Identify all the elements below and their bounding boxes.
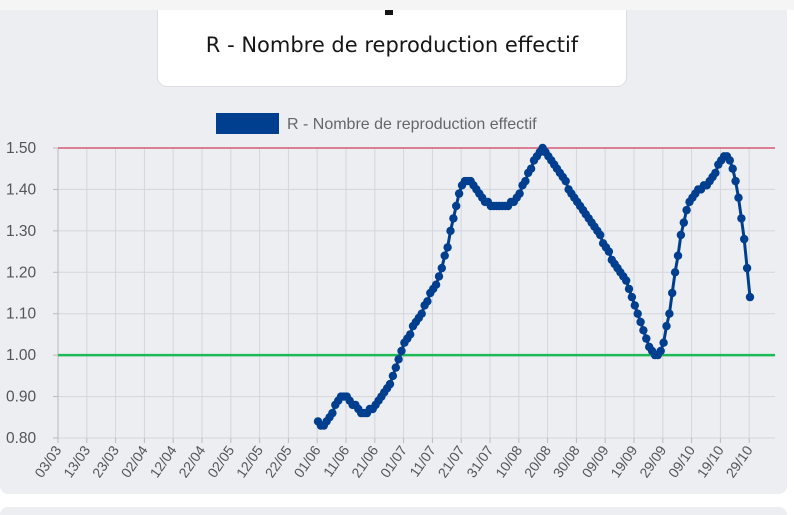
data-point[interactable] [734, 193, 743, 202]
data-point[interactable] [676, 230, 686, 240]
x-tick-label: 02/05 [204, 442, 237, 480]
data-point[interactable] [728, 164, 737, 173]
x-tick-label: 19/10 [694, 442, 727, 480]
data-point[interactable] [596, 230, 605, 240]
data-point[interactable] [737, 214, 746, 223]
next-card [0, 507, 787, 515]
data-point[interactable] [633, 309, 642, 318]
x-tick-label: 31/07 [463, 442, 496, 480]
x-tick-label: 20/08 [521, 442, 554, 480]
x-tick-label: 12/05 [233, 442, 266, 480]
x-tick-label: 09/09 [578, 442, 611, 480]
data-point[interactable] [662, 321, 671, 331]
data-point[interactable] [397, 346, 406, 356]
x-tick-label: 30/08 [550, 442, 583, 480]
data-point[interactable] [604, 247, 614, 256]
data-point[interactable] [636, 317, 645, 327]
data-point[interactable] [443, 243, 452, 252]
data-point[interactable] [515, 189, 524, 198]
data-point[interactable] [423, 297, 432, 306]
x-tick-label: 22/05 [262, 442, 295, 480]
x-tick-label: 03/03 [31, 442, 64, 480]
data-point[interactable] [526, 164, 536, 173]
x-tick-label: 22/04 [175, 442, 208, 480]
y-tick-label: 1.20 [6, 264, 37, 281]
data-point[interactable] [449, 214, 458, 223]
data-point[interactable] [627, 292, 637, 302]
legend-swatch[interactable] [216, 113, 279, 134]
y-tick-label: 1.00 [6, 347, 37, 364]
page-title: R - Nombre de reproduction effectif [205, 33, 579, 57]
x-tick-label: 11/06 [320, 442, 353, 479]
data-point[interactable] [740, 234, 749, 244]
data-point[interactable] [388, 371, 398, 381]
data-point[interactable] [437, 263, 446, 273]
x-tick-label: 01/07 [377, 442, 410, 480]
x-tick-label: 01/06 [290, 442, 323, 480]
x-tick-label: 10/08 [492, 442, 525, 480]
x-tick-label: 21/06 [348, 442, 381, 480]
data-point[interactable] [725, 156, 734, 165]
y-tick-label: 1.40 [6, 181, 37, 198]
y-tick-label: 1.30 [6, 223, 37, 240]
data-point[interactable] [406, 330, 415, 339]
data-point[interactable] [742, 263, 752, 273]
data-point[interactable] [446, 226, 455, 236]
x-tick-label: 11/07 [406, 442, 439, 479]
data-point[interactable] [561, 176, 570, 186]
data-point[interactable] [328, 408, 337, 418]
data-point[interactable] [665, 309, 674, 318]
x-axis: 03/0313/0323/0302/0412/0422/0402/0512/05… [31, 438, 756, 480]
data-point[interactable] [639, 326, 648, 335]
data-point[interactable] [521, 176, 530, 186]
x-tick-label: 29/10 [722, 442, 755, 480]
y-tick-label: 0.90 [6, 389, 37, 406]
data-point[interactable] [391, 363, 400, 372]
data-point[interactable] [385, 379, 395, 389]
y-axis: 0.80 0.90 1.00 1.10 1.20 1.30 1.40 1.50 [6, 140, 58, 447]
data-point[interactable] [656, 346, 665, 356]
x-tick-label: 02/04 [118, 442, 151, 480]
grid [57, 147, 775, 439]
legend-label[interactable]: R - Nombre de reproduction effectif [287, 116, 537, 133]
x-tick-label: 12/04 [146, 442, 179, 480]
data-point[interactable] [622, 276, 631, 285]
title-mark [385, 10, 393, 15]
data-point[interactable] [731, 176, 740, 186]
data-point[interactable] [624, 284, 634, 294]
x-tick-label: 13/03 [60, 442, 93, 480]
chart-card [0, 10, 787, 494]
x-tick-label: 19/09 [607, 442, 640, 480]
data-point[interactable] [745, 292, 755, 302]
y-tick-label: 0.80 [6, 430, 37, 447]
data-point[interactable] [454, 189, 464, 198]
legend[interactable]: R - Nombre de reproduction effectif [216, 113, 537, 134]
title-box [157, 10, 627, 87]
y-tick-label: 1.50 [6, 140, 37, 157]
data-point[interactable] [670, 268, 680, 277]
data-point[interactable] [642, 334, 651, 343]
data-point[interactable] [452, 201, 461, 211]
data-point[interactable] [679, 218, 688, 227]
data-point[interactable] [668, 288, 677, 298]
data-point[interactable] [417, 309, 426, 318]
data-point[interactable] [440, 251, 449, 260]
y-tick-label: 1.10 [6, 306, 37, 323]
top-strip [0, 0, 794, 10]
data-point[interactable] [434, 272, 444, 281]
data-point[interactable] [673, 251, 683, 260]
series [313, 143, 755, 430]
data-point[interactable] [682, 205, 691, 215]
data-point[interactable] [431, 280, 441, 289]
x-tick-label: 09/10 [665, 442, 698, 480]
data-point[interactable] [711, 168, 720, 178]
data-point[interactable] [659, 338, 668, 347]
data-point[interactable] [394, 355, 403, 364]
data-point[interactable] [630, 301, 639, 310]
x-tick-label: 21/07 [434, 442, 467, 480]
x-tick-label: 23/03 [89, 442, 122, 480]
x-tick-label: 29/09 [636, 442, 669, 480]
